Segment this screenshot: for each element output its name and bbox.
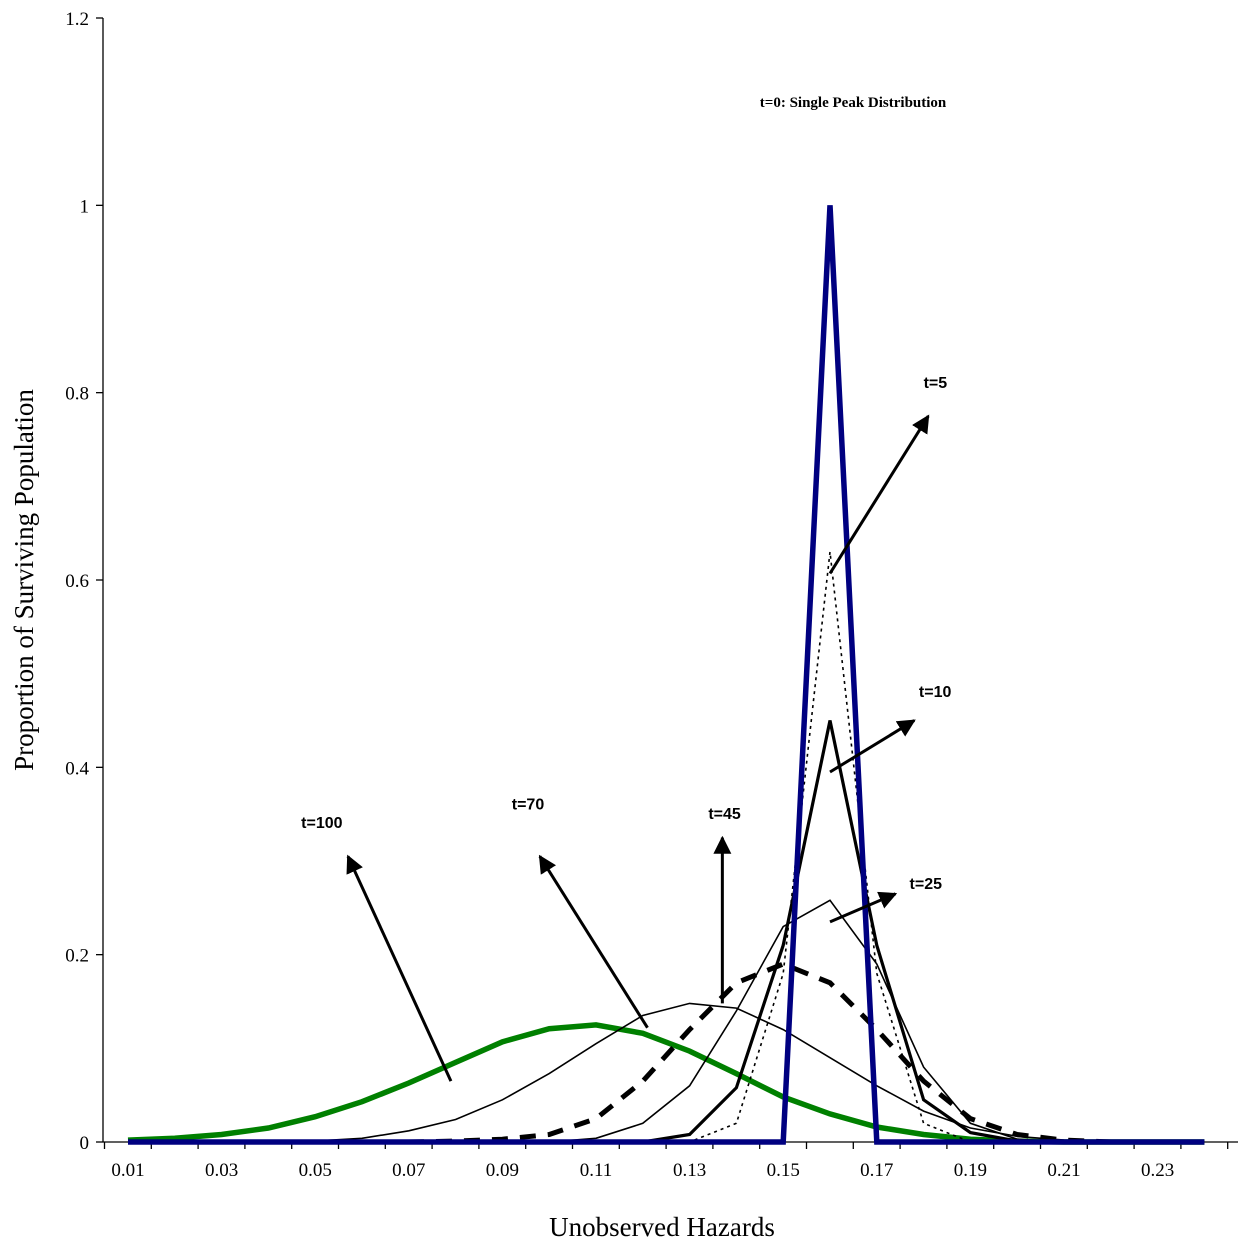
x-tick-label: 0.15	[767, 1160, 800, 1181]
series-line-7	[127, 1022, 1205, 1145]
series-layer	[127, 205, 1205, 1145]
x-tick-label: 0.19	[954, 1160, 987, 1181]
axes: 0 0.2 0.4 0.6 0.8 1 1.2 0.01 0.03 0.05 0.07 0.09 0.1…	[65, 9, 1238, 1181]
x-tick-label: 0.01	[111, 1160, 144, 1181]
x-axis-title: Unobserved Hazards	[549, 1212, 775, 1242]
y-tick-label: 0.2	[65, 946, 89, 967]
y-tick-label: 0	[80, 1133, 90, 1154]
annotation-arrow-1	[828, 414, 930, 575]
x-tick-label: 0.09	[486, 1160, 519, 1181]
series-line-5	[128, 961, 1205, 1145]
annotation-label-2: t=5	[924, 375, 948, 392]
annotation-label-7: t=100	[301, 815, 342, 832]
y-tick-label: 1	[80, 196, 90, 217]
annotation-arrow-6	[346, 854, 453, 1082]
x-tick-label: 0.17	[860, 1160, 893, 1181]
annotation-label-1: t=0: Single Peak Distribution	[760, 95, 947, 111]
annotation-arrow-5	[538, 854, 649, 1029]
y-tick-label: 0.4	[65, 758, 89, 779]
x-tick-label: 0.21	[1047, 1160, 1080, 1181]
x-tick-label: 0.07	[392, 1160, 425, 1181]
y-tick-label: 0.6	[65, 571, 89, 592]
x-tick-label: 0.05	[299, 1160, 332, 1181]
annotation-label-5: t=45	[708, 806, 741, 823]
annotation-layer: t=0: Single Peak Distribution t=5 t=10 t=25…	[301, 95, 951, 893]
y-axis-title: Proportion of Surviving Population	[9, 389, 39, 771]
x-tick-label: 0.03	[205, 1160, 238, 1181]
annotation-arrow-2	[829, 719, 916, 774]
y-tick-label: 0.8	[65, 384, 89, 405]
annotation-label-3: t=10	[919, 684, 952, 701]
annotation-arrow-3	[829, 891, 898, 924]
series-line-1	[128, 205, 1205, 1145]
x-tick-label: 0.23	[1141, 1160, 1174, 1181]
y-tick-label: 1.2	[65, 9, 89, 30]
annotation-label-6: t=70	[512, 796, 545, 813]
x-tick-label: 0.11	[580, 1160, 613, 1181]
x-tick-label: 0.13	[673, 1160, 706, 1181]
arrow-layer	[346, 414, 930, 1082]
annotation-label-4: t=25	[910, 876, 943, 893]
series-line-3	[128, 720, 1205, 1144]
series-line-4	[128, 899, 1205, 1143]
